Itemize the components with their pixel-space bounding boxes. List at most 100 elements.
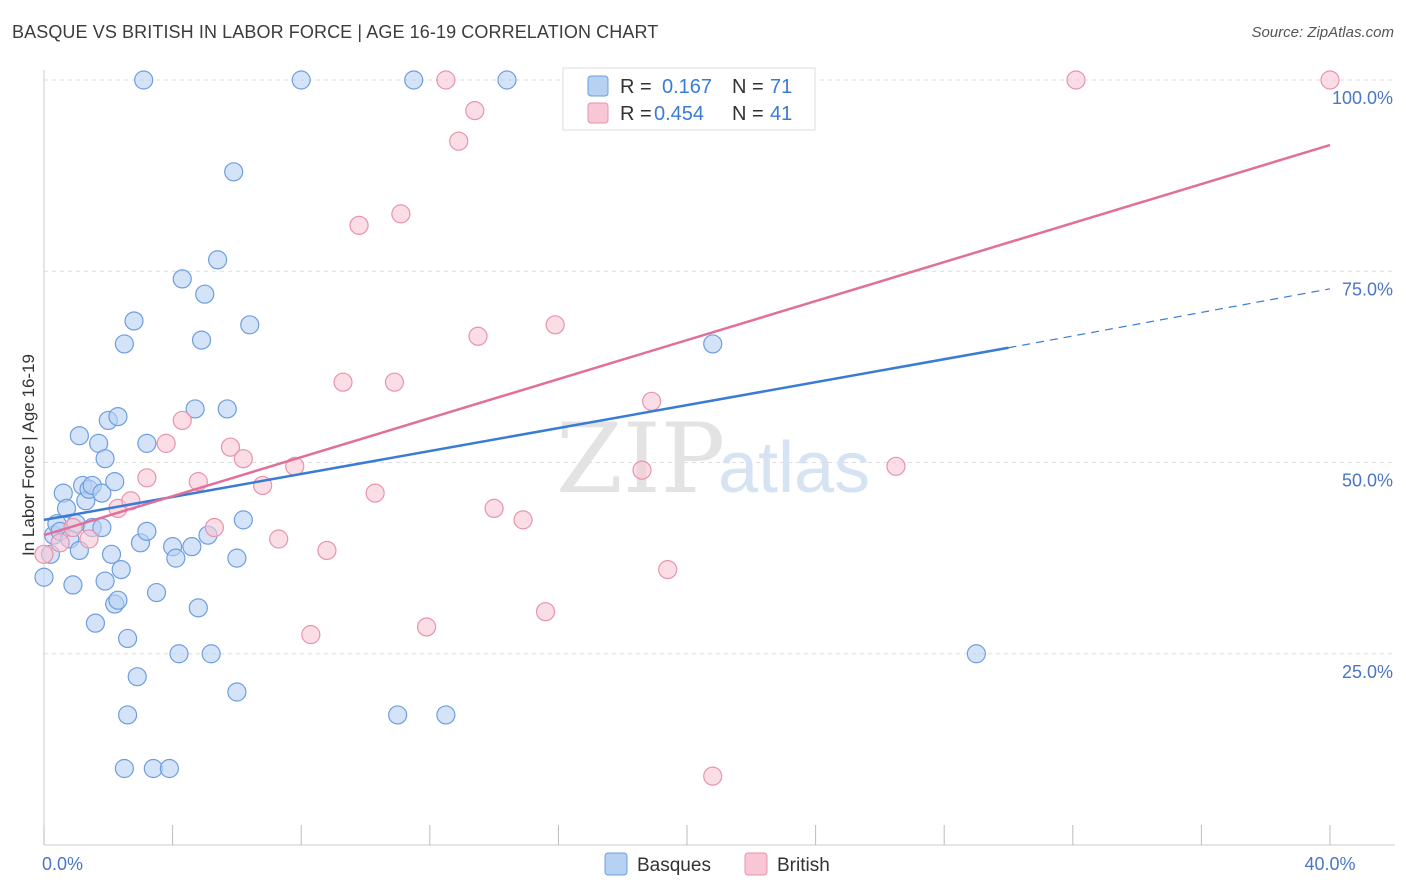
british-trend-line [43, 143, 1331, 537]
y-axis-title: In Labor Force | Age 16-19 [19, 354, 38, 556]
basque-point-53 [201, 644, 221, 664]
x-tick-labels: 0.0% 40.0% [42, 854, 1356, 874]
basque-point-67 [966, 644, 986, 664]
british-point-17 [317, 540, 337, 561]
basque-point-51 [195, 284, 215, 304]
british-point-32 [632, 460, 652, 480]
bottom-legend-swatch-british [744, 852, 768, 876]
british-point-31 [545, 315, 565, 335]
basque-point-21 [95, 571, 115, 591]
british-point-18 [333, 372, 353, 392]
british-point-8 [172, 410, 192, 431]
stats-legend: R = 0.167 N = 71 R = 0.454 N = 41 [562, 67, 816, 131]
bottom-legend-label-british: British [777, 855, 830, 876]
british-point-0 [34, 544, 54, 564]
source-label: Source: ZipAtlas.com [1251, 24, 1394, 41]
legend-swatch-british [587, 102, 609, 124]
basque-point-55 [217, 399, 237, 419]
basque-point-33 [117, 705, 138, 725]
basque-point-45 [169, 644, 189, 664]
grid [44, 79, 1395, 655]
british-point-12 [233, 449, 253, 469]
basque-point-65 [497, 70, 517, 90]
basque-point-61 [291, 70, 311, 90]
british-point-27 [468, 326, 488, 346]
british-point-36 [886, 456, 906, 476]
y-tick-labels: 100.0% 75.0% 50.0% 25.0% [1332, 88, 1393, 682]
basque-point-58 [227, 548, 247, 568]
british-point-38 [1320, 70, 1340, 90]
british-point-23 [416, 617, 437, 637]
legend-n-label-british: N = [732, 103, 764, 125]
bottom-legend-label-basques: Basques [637, 855, 711, 876]
british-point-34 [658, 559, 678, 580]
basque-point-31 [114, 758, 134, 779]
y-tick-label-1: 75.0% [1342, 279, 1393, 299]
y-tick-label-2: 50.0% [1342, 471, 1393, 491]
trend-lines [43, 143, 1331, 537]
british-point-24 [436, 70, 456, 90]
basque-point-17 [85, 613, 106, 633]
basque-point-59 [233, 510, 253, 530]
axes [43, 70, 1395, 846]
basque-point-57 [227, 682, 247, 702]
basque-trend-extension [1008, 288, 1331, 349]
watermark-zip: ZIP [556, 403, 725, 515]
basque-point-22 [95, 449, 115, 469]
basque-point-25 [105, 472, 125, 492]
british-point-6 [137, 468, 157, 488]
british-point-21 [384, 372, 405, 392]
basque-point-38 [137, 433, 157, 453]
basque-point-39 [137, 521, 157, 541]
british-point-22 [391, 204, 411, 224]
basque-point-28 [108, 590, 128, 610]
x-tick-label-0: 0.0% [42, 854, 83, 874]
basque-point-20 [92, 483, 112, 503]
legend-r-label-basques: R = [620, 76, 652, 98]
basque-point-24 [101, 544, 122, 564]
basque-point-49 [188, 598, 208, 618]
series-legend: Basques British [604, 852, 830, 876]
british-point-25 [449, 131, 469, 151]
bottom-legend-swatch-basques [604, 852, 628, 876]
chart-title: BASQUE VS BRITISH IN LABOR FORCE | AGE 1… [12, 22, 659, 42]
basque-point-11 [69, 426, 89, 446]
basque-point-64 [436, 705, 456, 725]
legend-r-value-british: 0.454 [654, 103, 704, 125]
british-point-19 [349, 215, 369, 235]
british-point-11 [220, 437, 241, 457]
british-point-35 [703, 766, 723, 786]
basque-point-66 [703, 334, 723, 354]
basque-point-56 [224, 162, 244, 182]
basque-point-40 [143, 758, 163, 779]
basque-point-44 [166, 548, 186, 568]
basque-point-34 [124, 311, 144, 331]
watermark-atlas: atlas [718, 428, 870, 508]
basque-point-62 [388, 705, 408, 725]
british-point-16 [301, 625, 321, 645]
basque-point-63 [404, 70, 424, 90]
series-basques [34, 70, 986, 779]
basque-point-35 [127, 667, 147, 687]
basque-point-46 [172, 269, 192, 289]
legend-r-label-british: R = [620, 103, 652, 125]
legend-n-value-british: 41 [770, 103, 792, 125]
basque-trend-line [43, 346, 1009, 522]
basque-point-47 [182, 537, 202, 557]
british-point-1 [50, 533, 70, 553]
british-point-30 [535, 602, 556, 622]
british-point-33 [642, 391, 662, 411]
legend-r-value-basques: 0.167 [662, 76, 712, 98]
basque-point-41 [146, 582, 167, 603]
legend-swatch-basques [587, 75, 609, 97]
british-point-37 [1066, 70, 1086, 90]
y-tick-label-0: 100.0% [1332, 88, 1393, 108]
british-point-10 [204, 517, 224, 538]
basque-point-8 [63, 575, 83, 595]
british-point-29 [513, 510, 533, 530]
basque-point-30 [114, 334, 134, 354]
x-tick-label-1: 40.0% [1304, 854, 1355, 874]
legend-n-value-basques: 71 [770, 76, 792, 98]
british-point-28 [484, 498, 504, 518]
